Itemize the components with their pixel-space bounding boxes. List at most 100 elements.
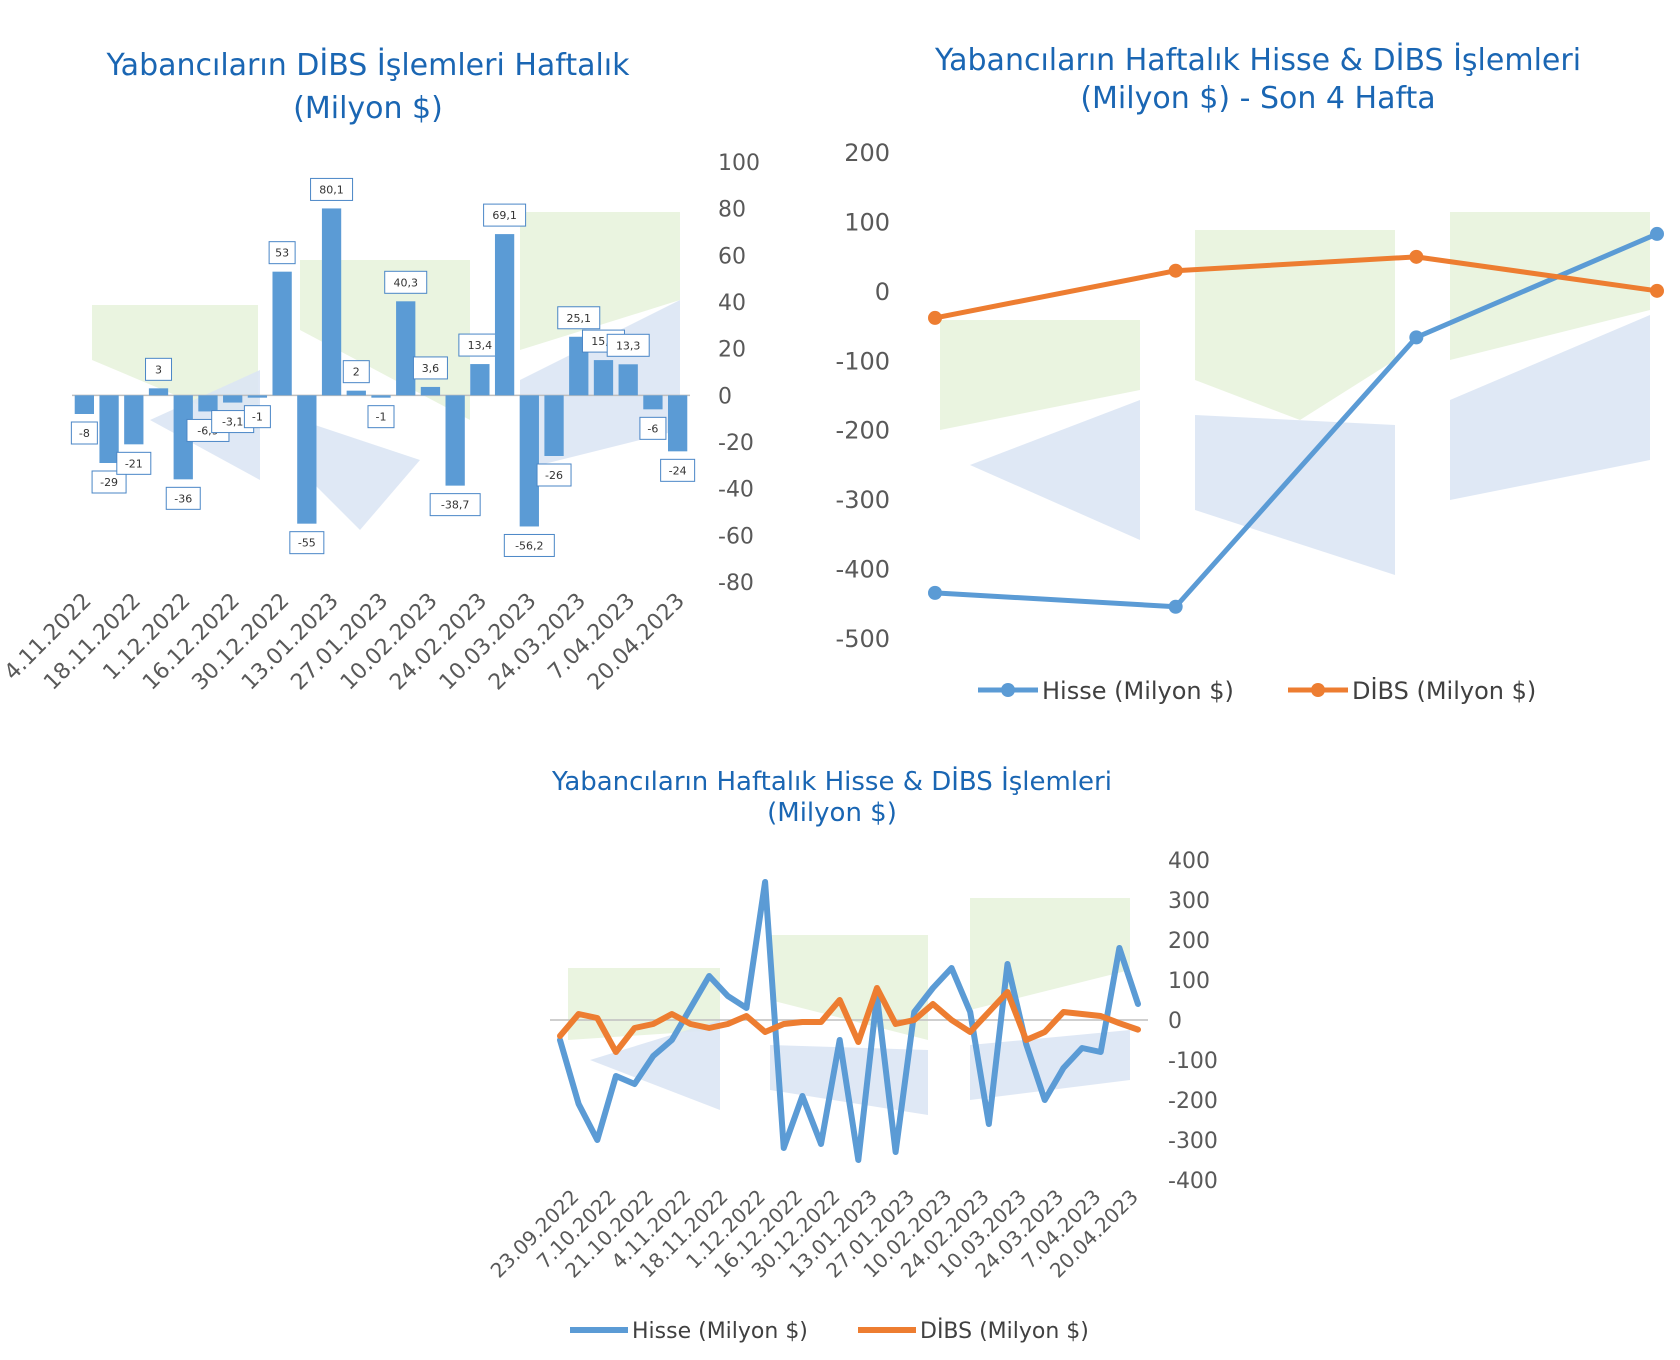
chart2-series-marker-1 bbox=[1650, 226, 1664, 241]
chart1-data-label: -24 bbox=[660, 458, 696, 482]
chart3-y-tick: -400 bbox=[1168, 1169, 1218, 1194]
chart3-series-line-2 bbox=[557, 985, 1141, 1055]
chart2-series-line-1 bbox=[934, 231, 1658, 610]
chart1-data-label-text: -3,1 bbox=[222, 416, 243, 429]
chart1-bar bbox=[124, 395, 144, 445]
chart1-data-label-box bbox=[429, 493, 481, 517]
chart1-data-label-text: 40,3 bbox=[393, 276, 418, 289]
chart3-y-tick: 200 bbox=[1168, 929, 1210, 954]
chart1-bar bbox=[74, 395, 95, 414]
chart1-bar bbox=[445, 395, 465, 486]
watermark-shape bbox=[1195, 230, 1395, 420]
chart3-y-tick: -200 bbox=[1168, 1089, 1218, 1114]
chart1-data-label-text: -38,7 bbox=[441, 499, 469, 512]
chart1-data-label-box bbox=[70, 421, 98, 445]
chart3-legend: Hisse (Milyon $) DİBS (Milyon $) bbox=[570, 1318, 1089, 1344]
chart1-data-label-box bbox=[342, 360, 370, 384]
chart1-bar bbox=[223, 395, 243, 403]
chart1-bar bbox=[321, 208, 342, 396]
chart1-y-tick: -80 bbox=[718, 571, 754, 596]
chart2-y-tick: 100 bbox=[844, 208, 890, 236]
chart1-data-label-box bbox=[639, 416, 667, 440]
chart3-y-tick: -100 bbox=[1168, 1049, 1218, 1074]
chart1-bar bbox=[247, 395, 268, 398]
chart1-y-tick: 100 bbox=[718, 151, 760, 176]
chart1-bar bbox=[593, 360, 614, 396]
chart1-data-label: -1 bbox=[243, 405, 271, 429]
chart1-data-label-text: -1 bbox=[376, 411, 387, 424]
chart1-bar bbox=[173, 395, 193, 480]
chart1-data-label: 25,1 bbox=[557, 306, 601, 330]
chart1-y-tick: 20 bbox=[718, 338, 746, 363]
chart3-y-tick: 400 bbox=[1168, 849, 1210, 874]
chart1-data-label-box bbox=[91, 470, 127, 494]
chart1-bar bbox=[667, 395, 688, 452]
chart1-bar bbox=[99, 395, 119, 463]
watermark-shape bbox=[590, 1020, 720, 1110]
chart1-data-label: -26 bbox=[536, 463, 572, 487]
chart2-y-tick: 0 bbox=[875, 278, 890, 306]
chart3-y-tick: -300 bbox=[1168, 1129, 1218, 1154]
chart1-y-tick: 40 bbox=[718, 291, 746, 316]
chart1-data-label-text: -56,2 bbox=[515, 539, 543, 552]
chart1-data-label: -56,2 bbox=[503, 533, 555, 557]
chart1-data-label-box bbox=[243, 405, 271, 429]
chart1-bar bbox=[198, 395, 218, 412]
chart1-data-label: -36 bbox=[165, 486, 201, 510]
chart1-data-label-box bbox=[268, 241, 296, 265]
chart1-y-tick: 0 bbox=[718, 384, 732, 409]
chart1-bar bbox=[396, 301, 416, 396]
chart1-data-label: -21 bbox=[116, 451, 152, 475]
chart2-series-marker-2 bbox=[928, 310, 942, 325]
chart2-series-marker-2 bbox=[1409, 249, 1424, 264]
chart1-data-label-box bbox=[483, 203, 527, 227]
watermark-shape bbox=[300, 420, 420, 530]
chart1-data-label-text: -21 bbox=[125, 457, 143, 470]
chart1-bar bbox=[544, 395, 564, 456]
chart2-y-tick: -200 bbox=[836, 417, 890, 445]
chart1-data-label-box bbox=[384, 270, 428, 294]
chart2-y-tick: -100 bbox=[836, 347, 890, 375]
chart1-y-tick: 80 bbox=[718, 198, 746, 223]
chart1-data-label: 3 bbox=[145, 357, 173, 381]
chart1-data-label-text: -8 bbox=[79, 427, 90, 440]
chart2-legend-label: Hisse (Milyon $) bbox=[1042, 677, 1234, 705]
chart1-y-tick: -60 bbox=[718, 524, 754, 549]
chart2-y-tick: -500 bbox=[836, 625, 890, 653]
chart1-data-label-text: 3,6 bbox=[422, 362, 440, 375]
chart1-data-label: 2 bbox=[342, 360, 370, 384]
chart1-bar bbox=[346, 390, 366, 396]
chart3-y-tick: 100 bbox=[1168, 969, 1210, 994]
chart2-series-marker-1 bbox=[1168, 599, 1183, 614]
chart2-legend-marker bbox=[1001, 683, 1015, 697]
chart2-series-marker-1 bbox=[928, 585, 942, 600]
chart1-data-label-text: 69,1 bbox=[492, 209, 517, 222]
chart1-data-label-text: 3 bbox=[155, 363, 162, 376]
chart1-data-label-text: 2 bbox=[353, 366, 360, 379]
chart1-data-label: 53 bbox=[268, 241, 296, 265]
chart1-data-label-text: 13,3 bbox=[616, 339, 641, 352]
chart1-data-label: 13,3 bbox=[606, 333, 650, 357]
watermark-shape bbox=[1450, 315, 1650, 500]
chart3-y-tick: 300 bbox=[1168, 889, 1210, 914]
chart3-legend-label: DİBS (Milyon $) bbox=[920, 1318, 1089, 1344]
watermark-shape bbox=[970, 400, 1140, 540]
chart3-y-tick: 0 bbox=[1168, 1009, 1182, 1034]
watermark-shape bbox=[970, 898, 1130, 1010]
chart1-data-label: 80,1 bbox=[310, 177, 354, 201]
chart1-y-tick: 60 bbox=[718, 244, 746, 269]
chart3-series-line-1 bbox=[557, 879, 1141, 1163]
chart1-bar bbox=[371, 395, 391, 398]
chart1-data-label: -3,1 bbox=[211, 410, 255, 434]
chart1-data-label: -38,7 bbox=[429, 493, 481, 517]
chart1-y-tick: -40 bbox=[718, 478, 754, 503]
chart1-data-label-text: -1 bbox=[252, 411, 263, 424]
chart2-title-line-2: (Milyon $) - Son 4 Hafta bbox=[1080, 81, 1435, 116]
chart1-data-label: 3,6 bbox=[412, 356, 448, 380]
chart3-title-line-1: Yabancıların Haftalık Hisse & DİBS İşlem… bbox=[551, 765, 1112, 797]
chart1-title-line-1: Yabancıların DİBS İşlemleri Haftalık bbox=[105, 47, 630, 83]
chart1-data-label-text: 80,1 bbox=[319, 183, 344, 196]
chart1-data-label-box bbox=[536, 463, 572, 487]
chart1-data-label: 69,1 bbox=[483, 203, 527, 227]
